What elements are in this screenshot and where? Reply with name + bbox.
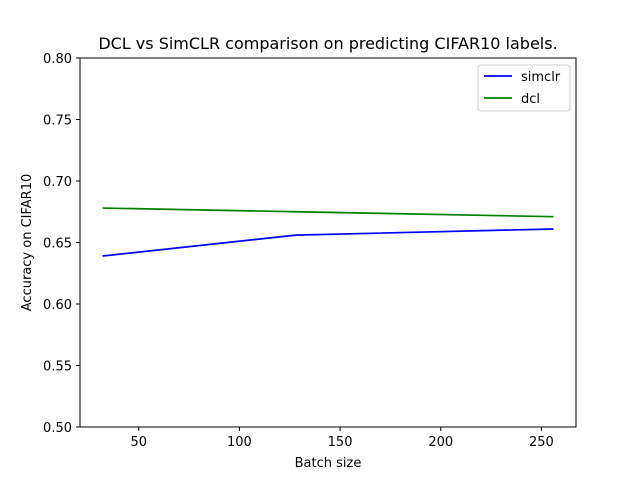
- series-lines: [102, 207, 554, 257]
- legend-label-simclr: simclr: [521, 70, 561, 85]
- y-tick-label: 0.80: [43, 52, 72, 67]
- legend-label-dcl: dcl: [521, 92, 540, 107]
- y-tick-label: 0.50: [43, 421, 72, 436]
- y-axis: 0.50 0.55 0.60 0.65 0.70 0.75 0.80: [43, 52, 80, 436]
- x-tick-label: 150: [328, 435, 353, 450]
- y-tick-label: 0.65: [43, 237, 72, 252]
- y-tick-label: 0.55: [43, 360, 72, 375]
- x-tick-label: 250: [529, 435, 554, 450]
- y-axis-label: Accuracy on CIFAR10: [20, 174, 35, 311]
- x-axis-label: Batch size: [295, 456, 362, 471]
- x-axis: 50 100 150 200 250: [131, 427, 554, 450]
- chart-title: DCL vs SimCLR comparison on predicting C…: [98, 34, 557, 53]
- y-tick-label: 0.70: [43, 175, 72, 190]
- series-line-simclr: [102, 228, 554, 257]
- y-tick-label: 0.75: [43, 114, 72, 129]
- x-tick-label: 200: [428, 435, 453, 450]
- y-tick-label: 0.60: [43, 298, 72, 313]
- x-tick-label: 100: [227, 435, 252, 450]
- series-line-dcl: [102, 207, 554, 218]
- plot-frame: [79, 57, 577, 428]
- x-tick-label: 50: [131, 435, 148, 450]
- legend: simclr dcl: [477, 64, 571, 112]
- plot-area: 50 100 150 200 250 0.500.550.600.650.700.750…: [43, 52, 577, 450]
